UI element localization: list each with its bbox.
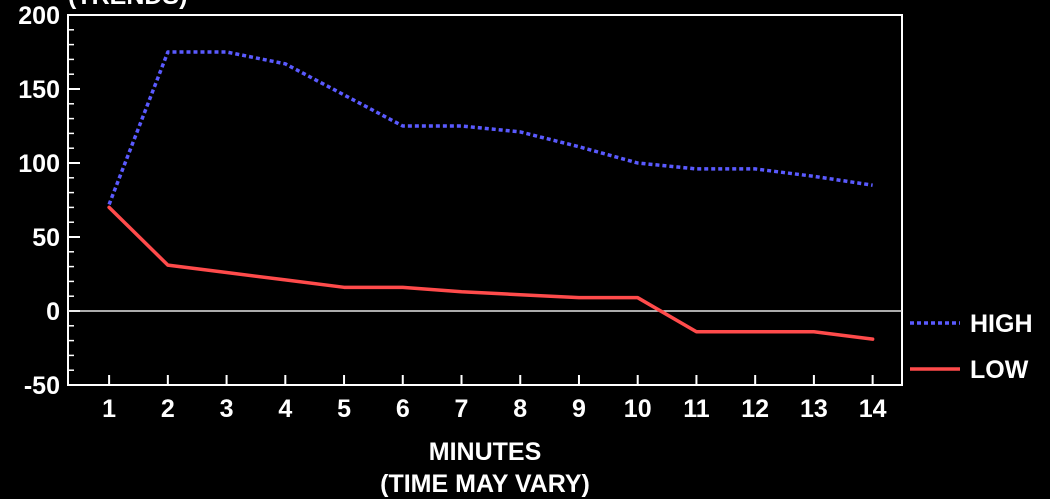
x-axis-label: MINUTES: [429, 438, 542, 466]
y-tick-label: 0: [46, 298, 60, 326]
x-tick-label: 4: [278, 395, 292, 423]
legend: HIGH LOW: [910, 310, 1033, 384]
x-tick-label: 8: [513, 395, 527, 423]
x-tick-label: 5: [337, 395, 351, 423]
series-line-low: [107, 205, 875, 341]
x-tick-label: 1: [102, 395, 116, 423]
plot-frame: [67, 14, 903, 386]
y-tick-label: -50: [24, 372, 60, 400]
x-tick-label: 2: [161, 395, 175, 423]
series-layer: [107, 50, 875, 341]
x-tick-label: 6: [396, 395, 410, 423]
x-tick-label: 12: [741, 395, 769, 423]
x-tick-label: 10: [624, 395, 652, 423]
x-tick-label: 11: [683, 395, 710, 423]
legend-label-low: LOW: [970, 356, 1029, 384]
legend-label-high: HIGH: [970, 310, 1033, 338]
x-axis: 1 2 3 4 5 6 7 8 9 10 11 12 13 14: [102, 375, 887, 423]
y-tick-label: 200: [18, 2, 60, 30]
series-line-high: [107, 50, 873, 206]
x-tick-label: 14: [859, 395, 887, 423]
y-tick-label: 150: [18, 76, 60, 104]
y-tick-label: 50: [32, 224, 60, 252]
x-tick-label: 9: [572, 395, 586, 423]
chart-title: (TRENDS): [68, 0, 187, 10]
y-axis: -50 0 50 100 150 200: [18, 2, 80, 400]
x-axis-note: (TIME MAY VARY): [380, 470, 590, 498]
y-tick-label: 100: [18, 150, 60, 178]
x-tick-label: 3: [220, 395, 234, 423]
x-tick-label: 7: [455, 395, 469, 423]
x-tick-label: 13: [800, 395, 828, 423]
